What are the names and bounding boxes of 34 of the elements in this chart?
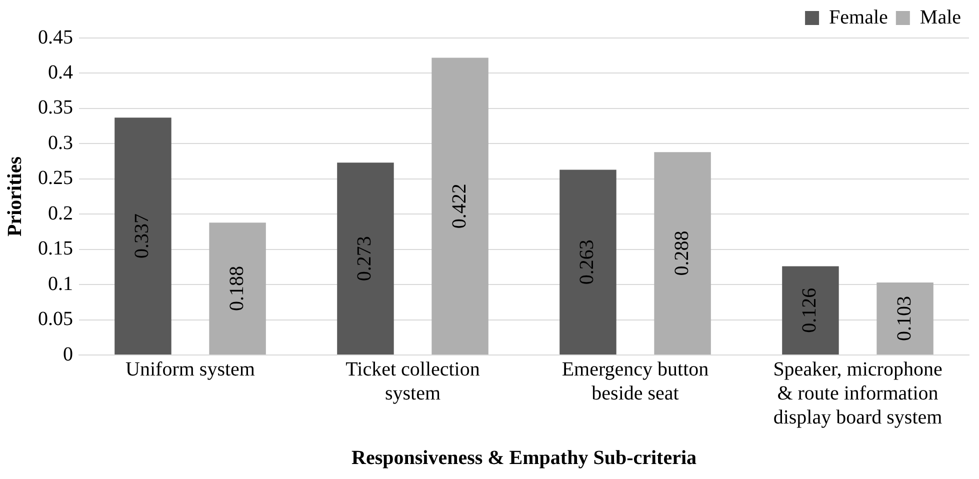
legend-label: Female — [829, 6, 888, 28]
x-tick-label: Ticket collection system — [346, 358, 480, 404]
data-label: 0.337 — [131, 214, 154, 259]
x-tick-label: Speaker, microphone & route information display board system — [773, 358, 943, 428]
y-axis-title: Priorities — [4, 156, 26, 236]
y-tick-label: 0.1 — [48, 272, 73, 295]
data-label: 0.422 — [448, 184, 470, 229]
bar — [209, 222, 266, 354]
data-label: 0.263 — [576, 240, 598, 285]
x-tick-label: Uniform system — [126, 358, 256, 380]
y-tick-label: 0 — [63, 343, 73, 366]
data-label: 0.288 — [670, 230, 693, 276]
y-tick-label: 0.15 — [38, 238, 73, 260]
bar — [782, 266, 839, 354]
data-label: 0.126 — [798, 288, 821, 333]
bar — [876, 282, 934, 354]
legend-label: Male — [920, 6, 962, 28]
y-tick-label: 0.05 — [38, 308, 73, 330]
y-tick-label: 0.35 — [38, 96, 73, 119]
y-tick-label: 0.4 — [48, 61, 73, 84]
y-tick-label: 0.45 — [38, 26, 73, 48]
data-label: 0.273 — [354, 236, 376, 282]
bar — [337, 162, 394, 354]
data-label: 0.188 — [226, 266, 248, 312]
data-label: 0.103 — [893, 296, 916, 341]
x-axis-title: Responsiveness & Empathy Sub-criteria — [351, 447, 697, 470]
bar — [560, 170, 616, 354]
x-tick-label: Emergency button beside seat — [562, 358, 709, 404]
y-tick-label: 0.2 — [48, 202, 73, 224]
y-tick-label: 0.3 — [48, 132, 73, 154]
bar — [654, 152, 711, 354]
y-tick-label: 0.25 — [38, 167, 73, 190]
bar — [432, 58, 488, 354]
bar — [114, 118, 172, 354]
